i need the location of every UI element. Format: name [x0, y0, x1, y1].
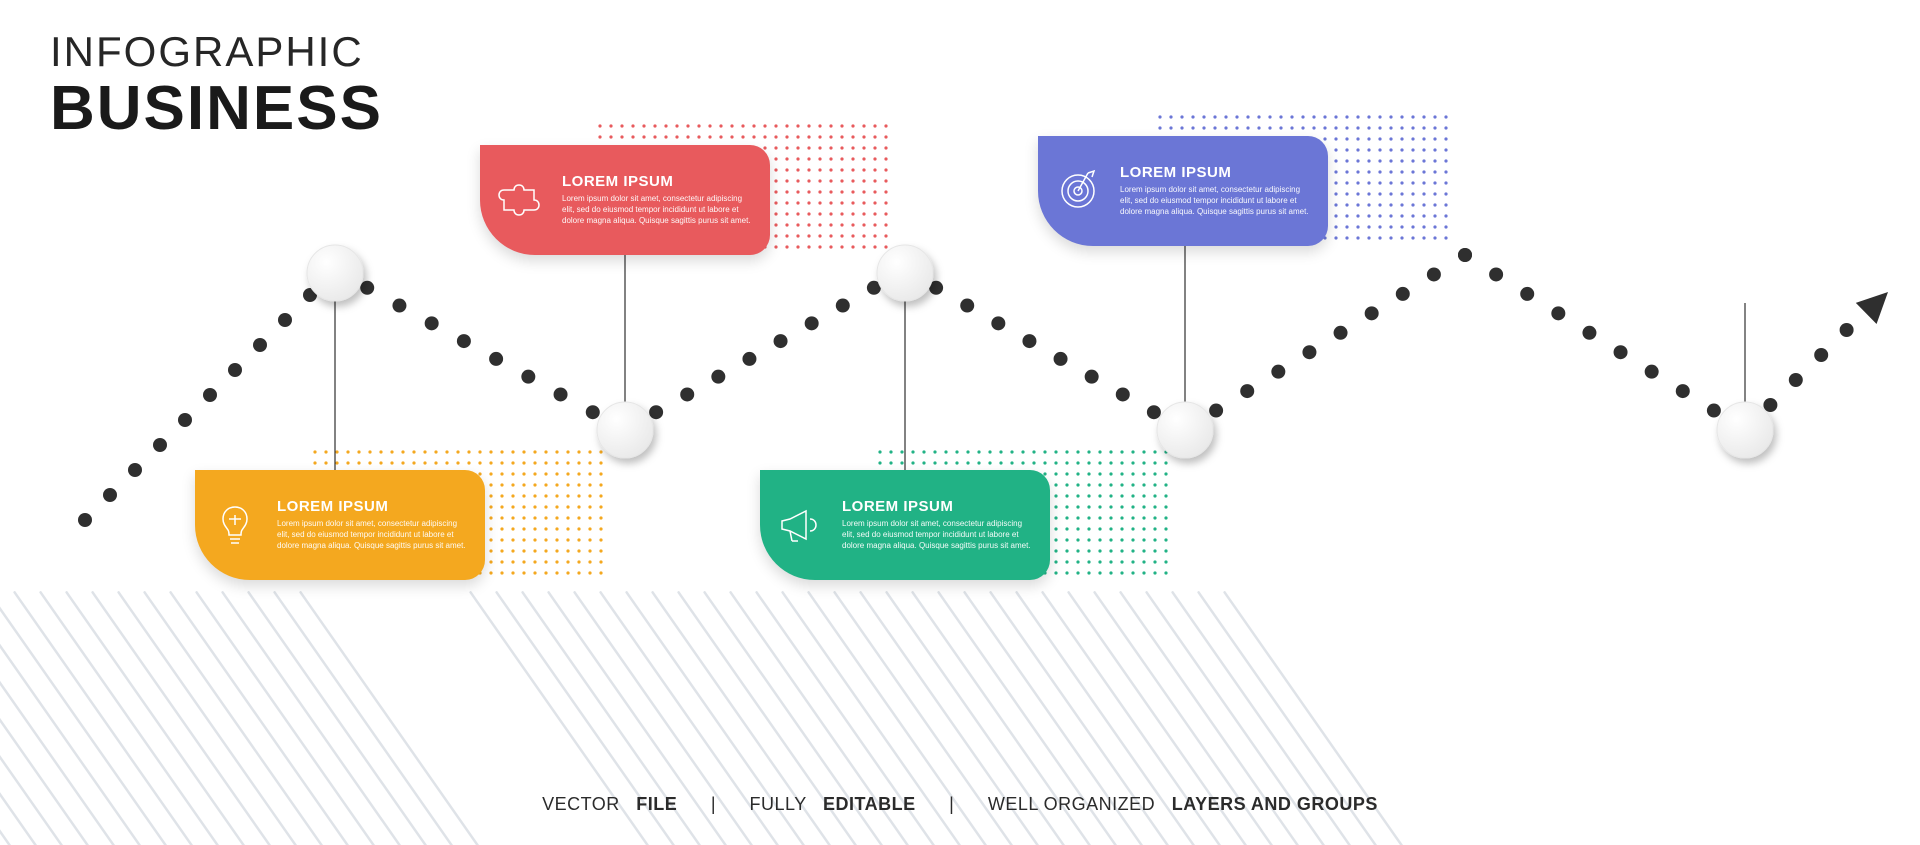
- step-card-2: LOREM IPSUM Lorem ipsum dolor sit amet, c…: [480, 145, 770, 255]
- connector-lines: [335, 237, 1745, 470]
- step-card-3: LOREM IPSUM Lorem ipsum dolor sit amet, c…: [760, 470, 1050, 580]
- card-text: LOREM IPSUM Lorem ipsum dolor sit amet, c…: [562, 173, 754, 226]
- card-body: Lorem ipsum dolor sit amet, consectetur …: [842, 519, 1034, 551]
- footer-caption: VECTOR FILE | FULLY EDITABLE | WELL ORGA…: [0, 794, 1920, 815]
- megaphone-icon: [772, 497, 828, 553]
- arrowhead-icon: [1856, 292, 1888, 324]
- lightbulb-icon: [207, 497, 263, 553]
- card-body: Lorem ipsum dolor sit amet, consectetur …: [1120, 185, 1312, 217]
- card-text: LOREM IPSUM Lorem ipsum dolor sit amet, c…: [842, 498, 1034, 551]
- title-line-1: INFOGRAPHIC: [50, 28, 383, 76]
- footer-item-2-lead: FULLY: [750, 794, 807, 814]
- step-card-4: LOREM IPSUM Lorem ipsum dolor sit amet, c…: [1038, 136, 1328, 246]
- step-card-1: LOREM IPSUM Lorem ipsum dolor sit amet, c…: [195, 470, 485, 580]
- timeline-nodes: [307, 245, 1773, 458]
- target-icon: [1050, 163, 1106, 219]
- puzzle-icon: [492, 172, 548, 228]
- card-body: Lorem ipsum dolor sit amet, consectetur …: [562, 194, 754, 226]
- footer-sep: |: [711, 794, 716, 815]
- card-text: LOREM IPSUM Lorem ipsum dolor sit amet, c…: [277, 498, 469, 551]
- card-title: LOREM IPSUM: [842, 498, 1034, 515]
- footer-item-1-bold: FILE: [636, 794, 677, 814]
- title-line-2: BUSINESS: [50, 76, 383, 141]
- card-text: LOREM IPSUM Lorem ipsum dolor sit amet, c…: [1120, 164, 1312, 217]
- footer-item-2-bold: EDITABLE: [823, 794, 916, 814]
- infographic-stage: INFOGRAPHIC BUSINESS LOREM IPSUM Lorem ip…: [0, 0, 1920, 845]
- card-title: LOREM IPSUM: [277, 498, 469, 515]
- footer-sep: |: [949, 794, 954, 815]
- page-title: INFOGRAPHIC BUSINESS: [50, 28, 383, 141]
- card-title: LOREM IPSUM: [1120, 164, 1312, 181]
- footer-item-3-bold: LAYERS AND GROUPS: [1172, 794, 1378, 814]
- footer-item-1-lead: VECTOR: [542, 794, 620, 814]
- card-body: Lorem ipsum dolor sit amet, consectetur …: [277, 519, 469, 551]
- card-title: LOREM IPSUM: [562, 173, 754, 190]
- footer-item-3-lead: WELL ORGANIZED: [988, 794, 1155, 814]
